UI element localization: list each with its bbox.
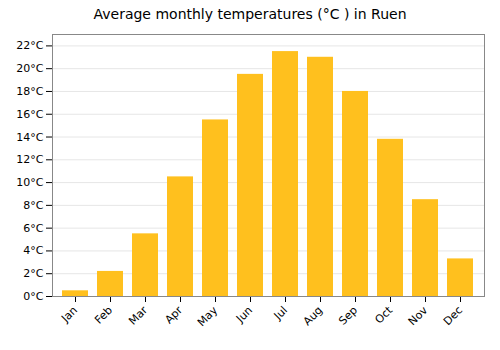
svg-text:Feb: Feb (92, 304, 115, 327)
svg-text:4°C: 4°C (23, 244, 43, 257)
svg-text:2°C: 2°C (23, 267, 43, 280)
svg-text:Dec: Dec (441, 304, 465, 328)
svg-text:Apr: Apr (162, 303, 185, 326)
html-text:Average monthly temperatures (: Average monthly temperatures (°C ) in Ru… (93, 6, 407, 22)
svg-text:10°C: 10°C (16, 176, 43, 189)
svg-text:Aug: Aug (301, 304, 325, 328)
svg-text:22°C: 22°C (16, 39, 43, 52)
svg-text:Mar: Mar (126, 303, 150, 327)
svg-text:Nov: Nov (406, 303, 431, 328)
svg-text:Oct: Oct (372, 303, 395, 326)
svg-text:Jul: Jul (271, 304, 290, 323)
svg-text:20°C: 20°C (16, 62, 43, 75)
svg-text:May: May (195, 303, 221, 329)
svg-text:8°C: 8°C (23, 199, 43, 212)
svg-text:0°C: 0°C (23, 290, 43, 303)
svg-text:6°C: 6°C (23, 222, 43, 235)
svg-text:14°C: 14°C (16, 131, 43, 144)
svg-text:Sep: Sep (336, 304, 360, 328)
svg-text:18°C: 18°C (16, 85, 43, 98)
svg-text:16°C: 16°C (16, 108, 43, 121)
svg-text:Jun: Jun (233, 304, 255, 326)
svg-text:12°C: 12°C (16, 153, 43, 166)
svg-text:Jan: Jan (58, 304, 80, 326)
